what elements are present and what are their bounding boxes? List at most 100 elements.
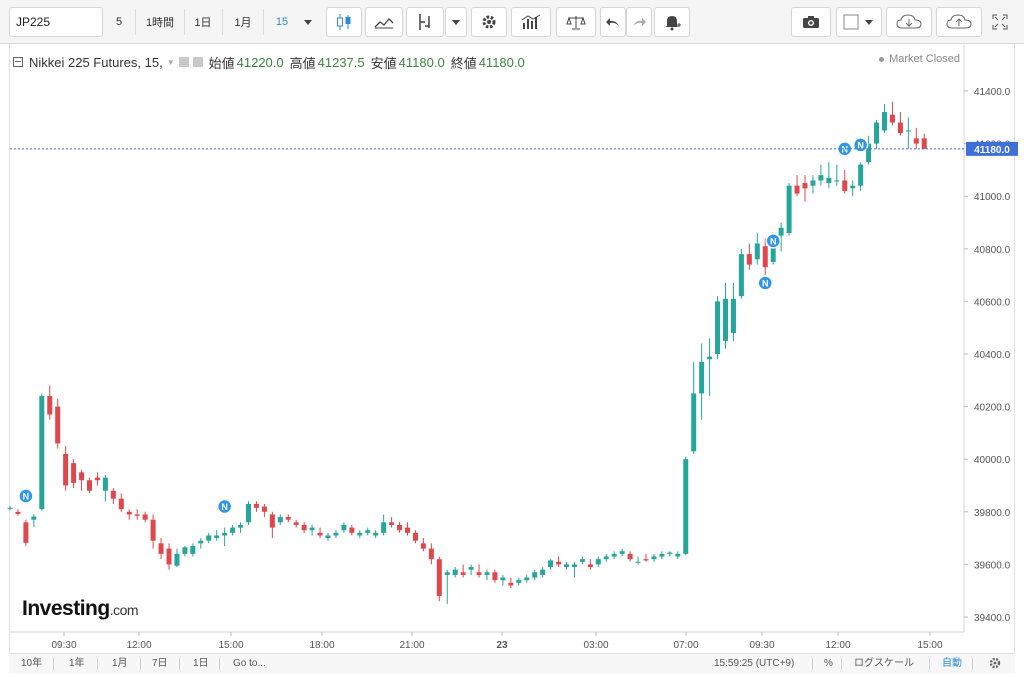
candle-body [102, 477, 108, 491]
current-price-label-bg [966, 141, 1018, 156]
divider [972, 658, 973, 670]
candle-body [412, 532, 418, 541]
chart-pane[interactable] [9, 44, 1015, 654]
news-marker-label: N [762, 278, 769, 288]
candle-body [126, 511, 132, 515]
color-square-icon[interactable] [836, 7, 882, 37]
fullscreen-icon[interactable] [986, 7, 1014, 37]
candle-body [261, 506, 267, 512]
divider [97, 658, 98, 670]
settings-gear-icon[interactable] [988, 656, 1002, 670]
range-1y-button[interactable]: 1年 [69, 658, 85, 669]
interval-1month-button[interactable]: 1月 [234, 17, 252, 29]
open-value: 41220.0 [236, 54, 284, 70]
candle-body [365, 530, 371, 533]
y-tick-label: 40800.0 [974, 245, 1011, 256]
compare-scale-icon[interactable] [556, 7, 596, 37]
line-chart-icon[interactable] [365, 7, 403, 37]
redo-arrow-icon[interactable] [626, 7, 652, 37]
interval-1hour-button[interactable]: 1時間 [145, 17, 175, 29]
candle-body [874, 122, 880, 144]
candle-body [7, 507, 13, 509]
clock-timezone[interactable]: 15:59:25 (UTC+9) [714, 658, 795, 669]
goto-date-button[interactable]: Go to... [233, 658, 266, 669]
cloud-upload-icon[interactable] [936, 7, 982, 37]
candle-body [23, 522, 29, 543]
candle-body [921, 138, 927, 149]
dropdown-caret-icon[interactable] [298, 7, 318, 37]
camera-icon[interactable] [791, 7, 831, 37]
candle-body [277, 517, 283, 523]
candle-body [810, 180, 816, 186]
interval-5min-button[interactable]: 5 [115, 16, 123, 28]
range-1m-button[interactable]: 1月 [112, 658, 128, 669]
x-tick-label: 23 [496, 640, 508, 651]
y-tick-label: 41000.0 [974, 192, 1011, 203]
candle-body [754, 243, 760, 260]
collapse-legend-icon[interactable] [13, 57, 23, 67]
candle-body [635, 561, 641, 563]
candle-body [786, 185, 792, 234]
cloud-download-icon[interactable] [886, 7, 932, 37]
news-marker-icon [216, 498, 233, 515]
candle-body [158, 543, 164, 554]
high-value: 41237.5 [317, 54, 365, 70]
x-tick-label: 09:30 [749, 640, 774, 651]
candle-body [540, 569, 546, 575]
symbol-search-input[interactable] [9, 7, 103, 37]
divider [53, 658, 54, 670]
hide-series-icon[interactable] [178, 57, 189, 67]
undo-arrow-icon[interactable] [600, 7, 626, 37]
range-7d-button[interactable]: 7日 [152, 658, 168, 669]
candlestick-icon[interactable] [326, 7, 362, 37]
divider [263, 9, 264, 35]
auto-scale-button[interactable]: 自動 [942, 658, 962, 669]
bar-volume-icon[interactable] [511, 7, 551, 37]
divider [841, 658, 842, 670]
settings-gear-icon[interactable] [471, 7, 507, 37]
candle-body [87, 480, 92, 491]
log-scale-button[interactable]: ログスケール [854, 658, 914, 669]
indicator-icon[interactable] [406, 7, 444, 37]
candle-body [373, 532, 379, 536]
candle-body [55, 406, 61, 444]
dropdown-caret-icon[interactable]: ▼ [166, 57, 175, 67]
market-status: Market Closed [879, 53, 960, 65]
alert-bell-icon[interactable] [654, 7, 690, 37]
candle-body [595, 559, 601, 565]
range-1d-button[interactable]: 1日 [193, 658, 209, 669]
candle-body [71, 463, 77, 483]
candle-body [524, 577, 530, 581]
legend-symbol-name[interactable]: Nikkei 225 Futures, 15, [29, 54, 163, 70]
candle-body [325, 535, 331, 539]
candle-body [643, 559, 649, 561]
candle-body [579, 559, 585, 562]
candle-body [134, 514, 140, 516]
candle-body [889, 114, 895, 123]
axes: 41400.041200.041000.040800.040600.040400… [10, 45, 1018, 651]
percent-scale-button[interactable]: % [824, 658, 833, 669]
candle-body [349, 527, 355, 533]
logo-brand: Investing [22, 597, 110, 620]
candle-body [715, 301, 721, 354]
divider [812, 658, 813, 670]
logo-suffix: .com [109, 602, 139, 618]
series-settings-icon[interactable] [192, 57, 203, 67]
dropdown-caret-icon[interactable] [445, 7, 467, 37]
range-10y-button[interactable]: 10年 [21, 658, 43, 669]
x-tick-label: 18:00 [309, 640, 334, 651]
candle-body [794, 185, 800, 194]
divider [135, 9, 136, 35]
x-tick-label: 21:00 [399, 640, 424, 651]
interval-1day-button[interactable]: 1日 [194, 17, 212, 29]
candle-body [587, 564, 593, 568]
candle-body [659, 553, 665, 557]
candle-body [516, 580, 522, 583]
interval-15min-button[interactable]: 15 [275, 16, 289, 28]
candle-body [571, 564, 577, 568]
y-tick-label: 40400.0 [974, 350, 1011, 361]
chart-legend: Nikkei 225 Futures, 15, ▼ 始値 41220.0 高値 … [13, 52, 525, 72]
divider [219, 658, 220, 670]
